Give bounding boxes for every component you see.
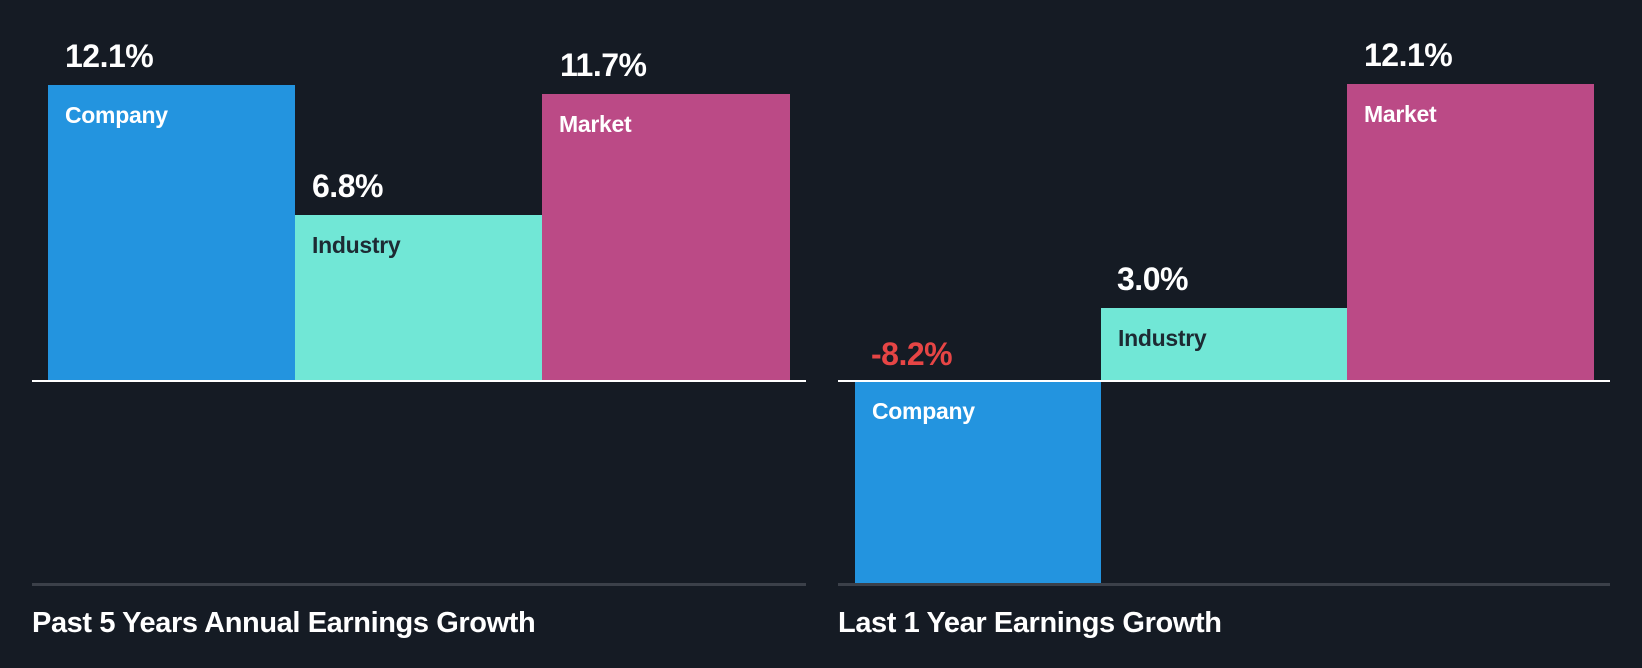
chart-title: Past 5 Years Annual Earnings Growth <box>32 607 536 639</box>
bar-label-company: Company <box>65 102 168 128</box>
bar-industry: Industry <box>295 215 542 380</box>
bar-industry: Industry <box>1101 308 1347 380</box>
zero-baseline <box>838 380 1610 382</box>
bar-label-company: Company <box>872 398 975 424</box>
bar-label-industry: Industry <box>1118 325 1207 351</box>
chart-title: Last 1 Year Earnings Growth <box>838 607 1222 639</box>
value-market: 12.1% <box>1364 37 1453 73</box>
bar-company: Company <box>48 85 295 380</box>
bar-label-industry: Industry <box>312 232 401 258</box>
value-company: -8.2% <box>871 336 953 372</box>
value-industry: 6.8% <box>312 168 383 204</box>
bar-company: Company <box>855 382 1101 584</box>
bar-label-market: Market <box>559 111 632 137</box>
value-company: 12.1% <box>65 38 154 74</box>
chart-past-5-years: Company 12.1% Industry 6.8% Market 11.7%… <box>32 38 806 639</box>
bottom-axis-line <box>32 583 806 586</box>
bar-market: Market <box>1347 84 1594 380</box>
chart-last-1-year: Company -8.2% Industry 3.0% Market 12.1%… <box>821 0 1642 668</box>
bar-market: Market <box>542 94 790 380</box>
bar-label-market: Market <box>1364 101 1437 127</box>
value-market: 11.7% <box>560 47 647 83</box>
bottom-axis-line <box>838 583 1610 586</box>
value-industry: 3.0% <box>1117 261 1188 297</box>
zero-baseline <box>32 380 806 382</box>
